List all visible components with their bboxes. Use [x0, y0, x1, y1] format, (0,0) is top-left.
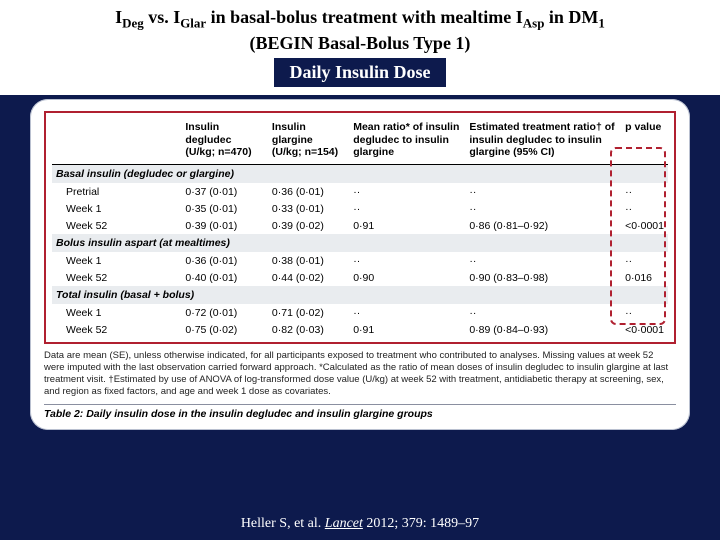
data-cell: 0·91: [349, 217, 465, 234]
row-label: Pretrial: [52, 183, 181, 200]
data-cell: ··: [621, 304, 668, 321]
data-cell: ··: [349, 252, 465, 269]
data-cell: 0·89 (0·84–0·93): [465, 321, 621, 338]
data-cell: 0·71 (0·02): [268, 304, 349, 321]
data-cell: 0·016: [621, 269, 668, 286]
data-table: Insulin degludec (U/kg; n=470)Insulin gl…: [52, 119, 668, 338]
data-cell: ··: [349, 304, 465, 321]
title-line1: IDeg vs. IGlar in basal-bolus treatment …: [10, 6, 710, 32]
table-row: Week 520·75 (0·02)0·82 (0·03)0·910·89 (0…: [52, 321, 668, 338]
data-cell: 0·86 (0·81–0·92): [465, 217, 621, 234]
table-header-row: Insulin degludec (U/kg; n=470)Insulin gl…: [52, 119, 668, 164]
table-row: Pretrial0·37 (0·01)0·36 (0·01)······: [52, 183, 668, 200]
data-cell: 0·38 (0·01): [268, 252, 349, 269]
data-cell: 0·44 (0·02): [268, 269, 349, 286]
row-label: Week 1: [52, 252, 181, 269]
table-row: Week 520·40 (0·01)0·44 (0·02)0·900·90 (0…: [52, 269, 668, 286]
citation: Heller S, et al. Lancet 2012; 379: 1489–…: [0, 516, 720, 532]
table-panel: Insulin degludec (U/kg; n=470)Insulin gl…: [30, 99, 690, 429]
section-header-cell: Total insulin (basal + bolus): [52, 286, 668, 304]
data-cell: ··: [465, 252, 621, 269]
data-cell: 0·82 (0·03): [268, 321, 349, 338]
data-cell: 0·75 (0·02): [181, 321, 268, 338]
data-cell: ··: [349, 183, 465, 200]
slide-title: IDeg vs. IGlar in basal-bolus treatment …: [0, 0, 720, 56]
data-cell: ··: [621, 183, 668, 200]
table-footnote: Data are mean (SE), unless otherwise ind…: [44, 350, 676, 398]
data-cell: 0·37 (0·01): [181, 183, 268, 200]
data-cell: 0·39 (0·01): [181, 217, 268, 234]
citation-journal: Lancet: [325, 516, 363, 531]
data-cell: 0·72 (0·01): [181, 304, 268, 321]
data-cell: ··: [465, 183, 621, 200]
section-header-cell: Basal insulin (degludec or glargine): [52, 165, 668, 184]
col-header: Insulin glargine (U/kg; n=154): [268, 119, 349, 164]
row-label: Week 1: [52, 200, 181, 217]
table-frame: Insulin degludec (U/kg; n=470)Insulin gl…: [44, 111, 676, 344]
row-label: Week 52: [52, 217, 181, 234]
table-row: Week 520·39 (0·01)0·39 (0·02)0·910·86 (0…: [52, 217, 668, 234]
data-cell: ··: [465, 304, 621, 321]
col-header: [52, 119, 181, 164]
data-cell: <0·0001: [621, 321, 668, 338]
section-header-row: Total insulin (basal + bolus): [52, 286, 668, 304]
col-header: Estimated treatment ratio† of insulin de…: [465, 119, 621, 164]
data-cell: 0·36 (0·01): [181, 252, 268, 269]
data-cell: 0·40 (0·01): [181, 269, 268, 286]
col-header: p value: [621, 119, 668, 164]
data-cell: ··: [349, 200, 465, 217]
data-cell: ··: [621, 200, 668, 217]
table-row: Week 10·72 (0·01)0·71 (0·02)······: [52, 304, 668, 321]
data-cell: 0·90: [349, 269, 465, 286]
section-header-row: Basal insulin (degludec or glargine): [52, 165, 668, 184]
data-cell: 0·90 (0·83–0·98): [465, 269, 621, 286]
data-cell: 0·33 (0·01): [268, 200, 349, 217]
row-label: Week 1: [52, 304, 181, 321]
subtitle-row: Daily Insulin Dose: [0, 56, 720, 95]
citation-authors: Heller S, et al.: [241, 516, 321, 531]
data-cell: <0·0001: [621, 217, 668, 234]
table-caption: Table 2: Daily insulin dose in the insul…: [44, 404, 676, 420]
data-cell: ··: [621, 252, 668, 269]
subtitle-box: Daily Insulin Dose: [274, 58, 445, 87]
data-cell: 0·91: [349, 321, 465, 338]
title-line2: (BEGIN Basal-Bolus Type 1): [10, 32, 710, 55]
col-header: Mean ratio* of insulin degludec to insul…: [349, 119, 465, 164]
table-body: Basal insulin (degludec or glargine)Pret…: [52, 165, 668, 339]
data-cell: 0·39 (0·02): [268, 217, 349, 234]
table-row: Week 10·36 (0·01)0·38 (0·01)······: [52, 252, 668, 269]
citation-details: 2012; 379: 1489–97: [363, 516, 479, 531]
row-label: Week 52: [52, 269, 181, 286]
data-cell: 0·36 (0·01): [268, 183, 349, 200]
data-cell: 0·35 (0·01): [181, 200, 268, 217]
row-label: Week 52: [52, 321, 181, 338]
table-row: Week 10·35 (0·01)0·33 (0·01)······: [52, 200, 668, 217]
section-header-cell: Bolus insulin aspart (at mealtimes): [52, 234, 668, 252]
section-header-row: Bolus insulin aspart (at mealtimes): [52, 234, 668, 252]
data-cell: ··: [465, 200, 621, 217]
col-header: Insulin degludec (U/kg; n=470): [181, 119, 268, 164]
